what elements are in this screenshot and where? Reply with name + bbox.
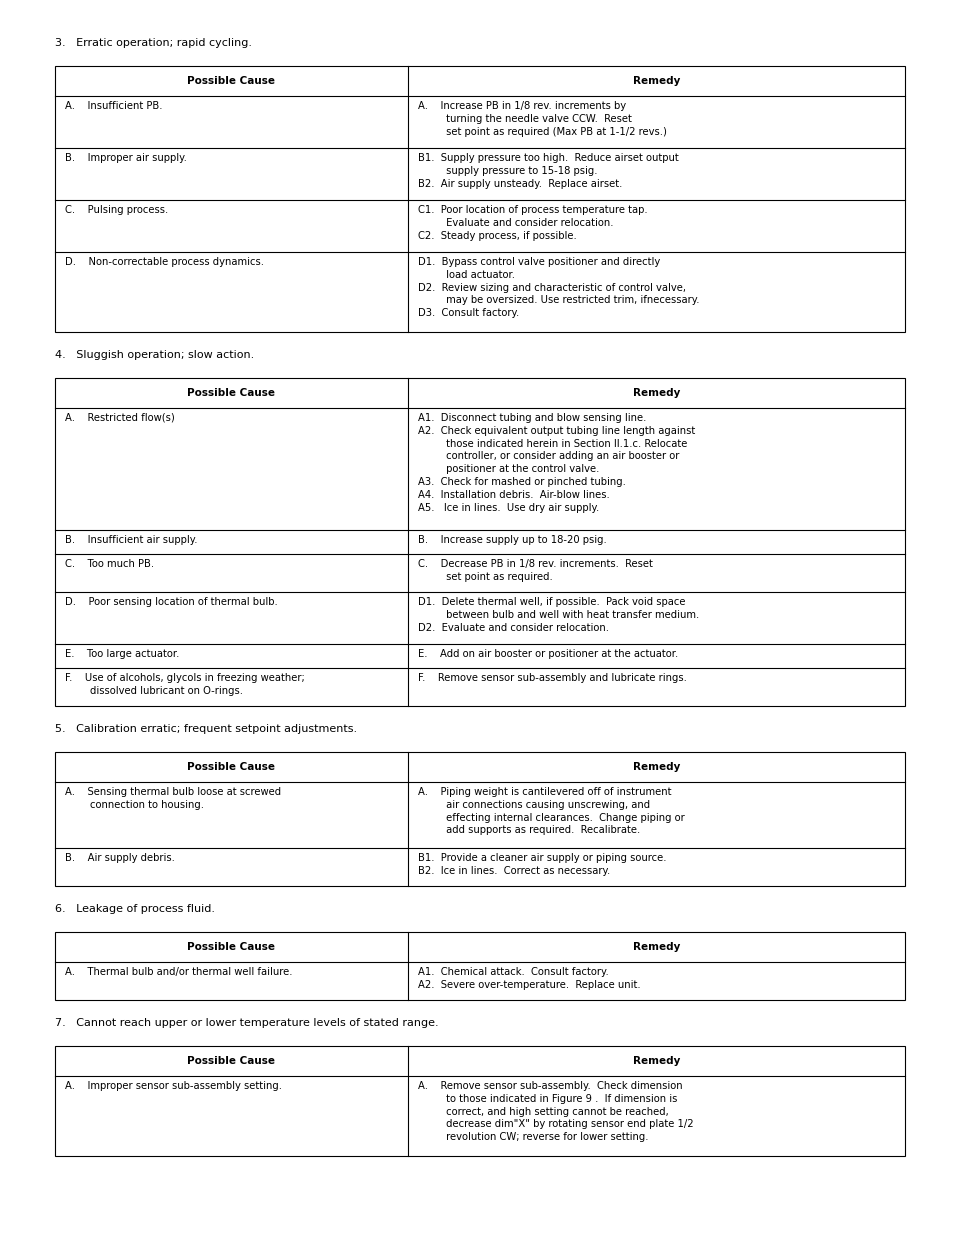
Bar — [55, 752, 904, 885]
Text: B.    Air supply debris.: B. Air supply debris. — [65, 853, 174, 863]
Text: A.    Restricted flow(s): A. Restricted flow(s) — [65, 412, 174, 424]
Text: B.    Improper air supply.: B. Improper air supply. — [65, 153, 187, 163]
Text: C.    Pulsing process.: C. Pulsing process. — [65, 205, 168, 215]
Text: D.    Non-correctable process dynamics.: D. Non-correctable process dynamics. — [65, 257, 264, 267]
Text: Remedy: Remedy — [632, 762, 679, 772]
Text: Remedy: Remedy — [632, 388, 679, 398]
Text: Possible Cause: Possible Cause — [187, 77, 275, 86]
Text: 5.   Calibration erratic; frequent setpoint adjustments.: 5. Calibration erratic; frequent setpoin… — [55, 724, 356, 734]
Text: Possible Cause: Possible Cause — [187, 762, 275, 772]
Text: B1.  Provide a cleaner air supply or piping source.
B2.  Ice in lines.  Correct : B1. Provide a cleaner air supply or pipi… — [417, 853, 665, 876]
Text: Possible Cause: Possible Cause — [187, 942, 275, 952]
Text: D1.  Delete thermal well, if possible.  Pack void space
         between bulb an: D1. Delete thermal well, if possible. Pa… — [417, 597, 699, 632]
Text: E.    Add on air booster or positioner at the actuator.: E. Add on air booster or positioner at t… — [417, 650, 678, 659]
Text: B.    Increase supply up to 18-20 psig.: B. Increase supply up to 18-20 psig. — [417, 535, 606, 545]
Text: B1.  Supply pressure too high.  Reduce airset output
         supply pressure to: B1. Supply pressure too high. Reduce air… — [417, 153, 678, 189]
Bar — [55, 932, 904, 1000]
Text: A1.  Disconnect tubing and blow sensing line.
A2.  Check equivalent output tubin: A1. Disconnect tubing and blow sensing l… — [417, 412, 695, 513]
Text: F.    Remove sensor sub-assembly and lubricate rings.: F. Remove sensor sub-assembly and lubric… — [417, 673, 686, 683]
Text: 6.   Leakage of process fluid.: 6. Leakage of process fluid. — [55, 904, 214, 914]
Text: 7.   Cannot reach upper or lower temperature levels of stated range.: 7. Cannot reach upper or lower temperatu… — [55, 1018, 438, 1028]
Text: A.    Sensing thermal bulb loose at screwed
        connection to housing.: A. Sensing thermal bulb loose at screwed… — [65, 787, 281, 810]
Text: A.    Improper sensor sub-assembly setting.: A. Improper sensor sub-assembly setting. — [65, 1081, 282, 1091]
Text: Possible Cause: Possible Cause — [187, 388, 275, 398]
Text: 4.   Sluggish operation; slow action.: 4. Sluggish operation; slow action. — [55, 350, 254, 359]
Text: Remedy: Remedy — [632, 942, 679, 952]
Text: A.    Thermal bulb and/or thermal well failure.: A. Thermal bulb and/or thermal well fail… — [65, 967, 293, 977]
Text: D.    Poor sensing location of thermal bulb.: D. Poor sensing location of thermal bulb… — [65, 597, 277, 606]
Text: 3.   Erratic operation; rapid cycling.: 3. Erratic operation; rapid cycling. — [55, 38, 252, 48]
Text: C.    Too much PB.: C. Too much PB. — [65, 559, 154, 569]
Text: C1.  Poor location of process temperature tap.
         Evaluate and consider re: C1. Poor location of process temperature… — [417, 205, 647, 241]
Text: D1.  Bypass control valve positioner and directly
         load actuator.
D2.  R: D1. Bypass control valve positioner and … — [417, 257, 699, 319]
Text: A.    Remove sensor sub-assembly.  Check dimension
         to those indicated i: A. Remove sensor sub-assembly. Check dim… — [417, 1081, 693, 1142]
Text: Remedy: Remedy — [632, 1056, 679, 1066]
Text: Possible Cause: Possible Cause — [187, 1056, 275, 1066]
Bar — [55, 378, 904, 706]
Text: A.    Piping weight is cantilevered off of instrument
         air connections c: A. Piping weight is cantilevered off of … — [417, 787, 684, 835]
Text: A1.  Chemical attack.  Consult factory.
A2.  Severe over-temperature.  Replace u: A1. Chemical attack. Consult factory. A2… — [417, 967, 639, 989]
Text: A.    Insufficient PB.: A. Insufficient PB. — [65, 101, 162, 111]
Text: Remedy: Remedy — [632, 77, 679, 86]
Text: F.    Use of alcohols, glycols in freezing weather;
        dissolved lubricant : F. Use of alcohols, glycols in freezing … — [65, 673, 304, 695]
Text: C.    Decrease PB in 1/8 rev. increments.  Reset
         set point as required.: C. Decrease PB in 1/8 rev. increments. R… — [417, 559, 652, 582]
Bar — [55, 65, 904, 332]
Text: E.    Too large actuator.: E. Too large actuator. — [65, 650, 179, 659]
Text: A.    Increase PB in 1/8 rev. increments by
         turning the needle valve CC: A. Increase PB in 1/8 rev. increments by… — [417, 101, 666, 137]
Bar — [55, 1046, 904, 1156]
Text: B.    Insufficient air supply.: B. Insufficient air supply. — [65, 535, 197, 545]
